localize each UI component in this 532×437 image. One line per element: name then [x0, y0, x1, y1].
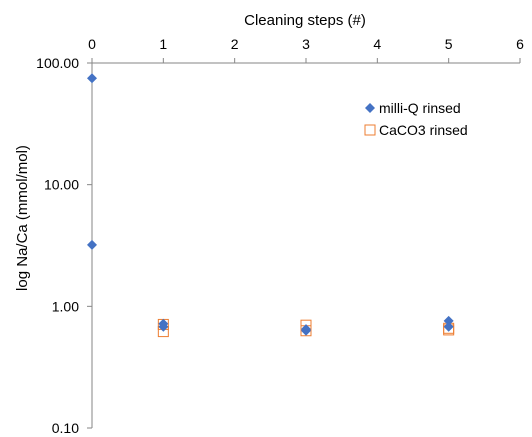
legend: milli-Q rinsed CaCO3 rinsed	[364, 100, 468, 138]
y-ticks: 0.10 1.00 10.00 100.00	[36, 55, 92, 436]
point-milli-q-rinsed	[158, 321, 169, 332]
x-tick-label: 2	[231, 36, 239, 52]
point-milli-q-rinsed	[87, 239, 97, 250]
y-tick-label: 1.00	[52, 298, 79, 314]
x-tick-label: 4	[373, 36, 381, 52]
point-milli-q-rinsed	[301, 324, 311, 335]
x-tick-label: 3	[302, 36, 310, 52]
point-milli-q-rinsed	[443, 315, 454, 326]
x-tick-label: 0	[88, 36, 96, 52]
point-milli-q-rinsed	[87, 73, 97, 84]
y-tick-label: 100.00	[36, 55, 79, 71]
legend-label-caco3: CaCO3 rinsed	[379, 122, 468, 138]
x-tick-label: 5	[445, 36, 453, 52]
legend-label-milli-q: milli-Q rinsed	[379, 100, 461, 116]
data-points	[87, 73, 455, 338]
x-tick-label: 1	[159, 36, 167, 52]
y-tick-label: 0.10	[52, 420, 79, 436]
y-tick-label: 10.00	[44, 177, 79, 193]
y-axis-title: log Na/Ca (mmol/mol)	[14, 145, 31, 291]
x-tick-label: 6	[516, 36, 524, 52]
x-axis-title: Cleaning steps (#)	[244, 12, 366, 29]
legend-square-marker	[364, 124, 376, 136]
x-ticks: 0 1 2 3 4 5 6	[88, 36, 524, 63]
legend-entry-milli-q: milli-Q rinsed	[365, 100, 461, 116]
legend-entry-caco3: CaCO3 rinsed	[364, 122, 468, 138]
point-milli-q-rinsed	[443, 321, 454, 332]
legend-diamond-marker	[365, 103, 375, 113]
